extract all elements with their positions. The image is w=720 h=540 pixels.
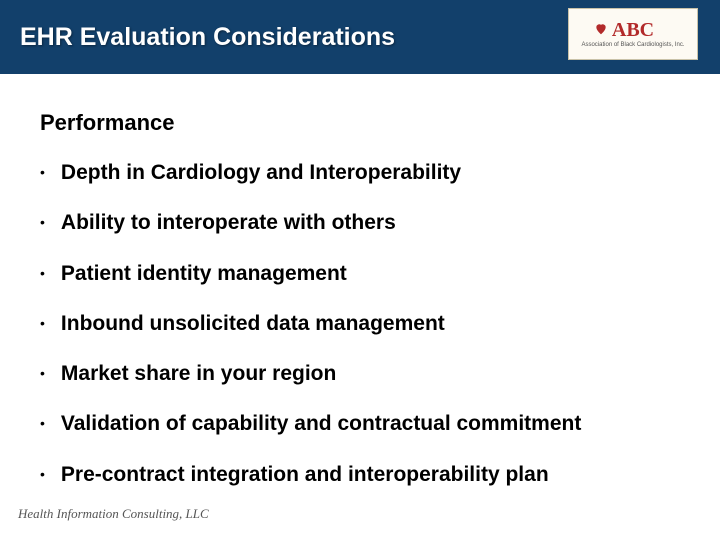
- bullet-text: Pre-contract integration and interoperab…: [61, 462, 549, 488]
- bullet-text: Depth in Cardiology and Interoperability: [61, 160, 461, 186]
- list-item: • Inbound unsolicited data management: [40, 311, 686, 337]
- logo-subtitle: Association of Black Cardiologists, Inc.: [581, 42, 684, 49]
- bullet-text: Market share in your region: [61, 361, 336, 387]
- bullet-icon: •: [40, 266, 45, 280]
- section-heading: Performance: [40, 110, 686, 136]
- title-bar: EHR Evaluation Considerations ABC Associ…: [0, 0, 720, 74]
- bullet-icon: •: [40, 366, 45, 380]
- logo-abc-text: ABC: [612, 19, 654, 41]
- logo-badge: ABC Association of Black Cardiologists, …: [568, 8, 698, 60]
- heart-icon: [594, 22, 608, 36]
- bullet-text: Patient identity management: [61, 261, 347, 287]
- list-item: • Ability to interoperate with others: [40, 210, 686, 236]
- logo-main-text: ABC: [612, 20, 654, 40]
- bullet-icon: •: [40, 165, 45, 179]
- list-item: • Market share in your region: [40, 361, 686, 387]
- list-item: • Pre-contract integration and interoper…: [40, 462, 686, 488]
- bullet-icon: •: [40, 316, 45, 330]
- slide-title: EHR Evaluation Considerations: [20, 23, 395, 52]
- list-item: • Depth in Cardiology and Interoperabili…: [40, 160, 686, 186]
- footer-text: Health Information Consulting, LLC: [18, 506, 209, 522]
- bullet-icon: •: [40, 215, 45, 229]
- list-item: • Patient identity management: [40, 261, 686, 287]
- list-item: • Validation of capability and contractu…: [40, 411, 686, 437]
- bullet-list: • Depth in Cardiology and Interoperabili…: [40, 160, 686, 488]
- bullet-icon: •: [40, 416, 45, 430]
- bullet-icon: •: [40, 467, 45, 481]
- bullet-text: Validation of capability and contractual…: [61, 411, 581, 437]
- slide-body: Performance • Depth in Cardiology and In…: [0, 74, 720, 488]
- bullet-text: Ability to interoperate with others: [61, 210, 396, 236]
- bullet-text: Inbound unsolicited data management: [61, 311, 445, 337]
